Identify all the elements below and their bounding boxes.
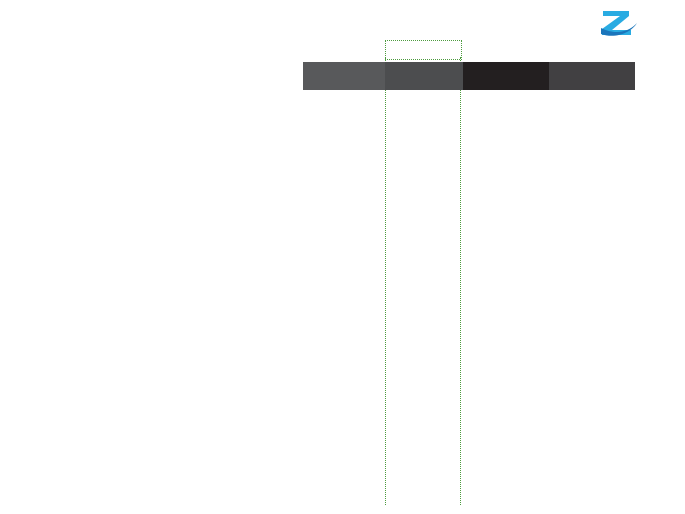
column-header-premium[interactable] bbox=[385, 62, 463, 90]
column-header-excellent[interactable] bbox=[463, 62, 549, 90]
premium-highlight-right-border bbox=[460, 57, 461, 505]
zeeuw-logo bbox=[516, 8, 637, 56]
premium-highlight-left-border bbox=[385, 57, 386, 505]
z-swoosh-icon bbox=[601, 11, 637, 36]
fineprint-block bbox=[639, 88, 685, 512]
column-header-bar bbox=[303, 62, 635, 90]
most-chosen-badge bbox=[385, 40, 462, 60]
column-header-bedrijfswagens[interactable] bbox=[549, 62, 635, 90]
column-header-budget[interactable] bbox=[303, 62, 385, 90]
